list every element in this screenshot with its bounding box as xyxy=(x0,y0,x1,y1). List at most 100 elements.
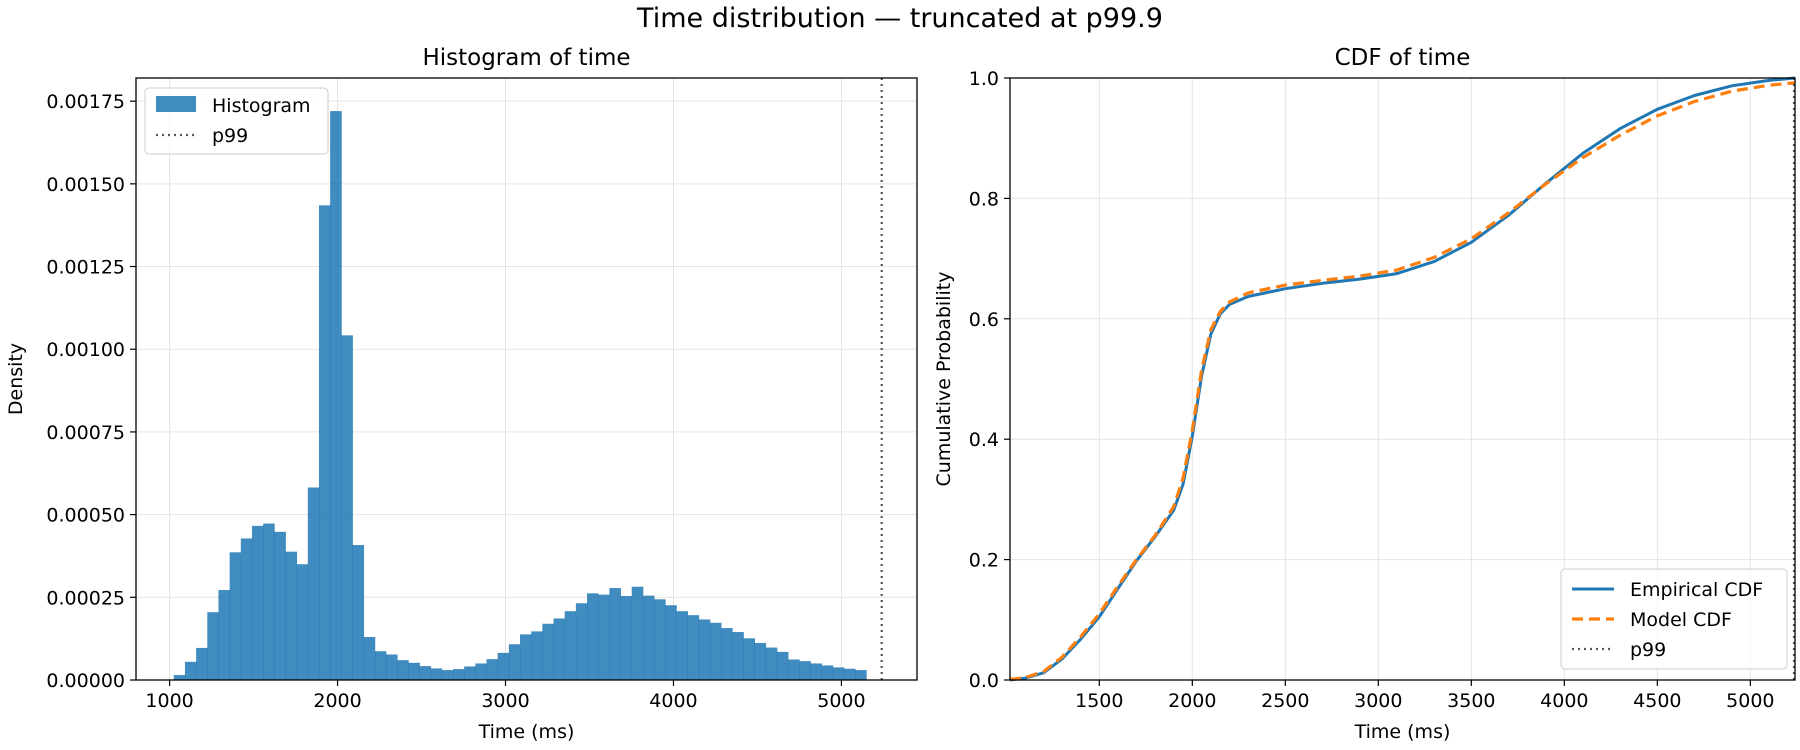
histogram-bar xyxy=(240,538,253,680)
histogram-bar xyxy=(609,588,621,680)
histogram-legend: Histogram p99 xyxy=(144,87,329,155)
model-cdf-line xyxy=(1010,81,1795,681)
histogram-bar xyxy=(821,665,834,680)
cdf-legend-label-p99: p99 xyxy=(1630,639,1666,661)
histogram-bar xyxy=(318,205,331,680)
histogram-bar xyxy=(453,669,465,680)
histogram-bar xyxy=(665,605,677,680)
histogram-y-tick-label: 0.00125 xyxy=(46,257,125,279)
histogram-bar xyxy=(810,663,823,680)
histogram-bar xyxy=(799,661,811,680)
histogram-legend-swatch xyxy=(156,96,196,112)
histogram-y-tick-label: 0.00150 xyxy=(46,174,125,196)
histogram-bar xyxy=(598,594,610,680)
cdf-panel: 1500 2000 2500 3000 3500 4000 4500 5000 0.0 0.2 0.… xyxy=(933,45,1796,743)
histogram-axes-frame xyxy=(135,77,918,681)
histogram-bar xyxy=(173,675,186,680)
histogram-bar xyxy=(419,666,432,680)
histogram-bar xyxy=(464,666,476,680)
histogram-bar xyxy=(642,595,655,680)
histogram-x-tick-label: 2000 xyxy=(313,690,361,712)
cdf-x-tick-label: 3000 xyxy=(1354,690,1402,712)
cdf-y-tick-label: 0.6 xyxy=(969,309,999,331)
histogram-bar xyxy=(397,660,409,680)
histogram-bar xyxy=(263,523,275,680)
histogram-bar xyxy=(363,637,376,680)
histogram-x-tick-label: 1000 xyxy=(145,690,193,712)
histogram-bar xyxy=(386,654,398,680)
histogram-bar xyxy=(743,638,755,680)
histogram-bar xyxy=(587,593,599,680)
histogram-bar xyxy=(553,618,566,680)
histogram-bar xyxy=(307,487,320,680)
histogram-bar xyxy=(709,622,722,680)
histogram-bar xyxy=(620,595,633,680)
cdf-y-axis-label: Cumulative Probability xyxy=(933,272,955,487)
cdf-y-tick-label: 1.0 xyxy=(969,68,999,90)
histogram-bar xyxy=(687,615,700,680)
histogram-bar xyxy=(207,612,219,680)
histogram-bar xyxy=(341,335,353,680)
histogram-y-axis-label: Density xyxy=(5,343,27,415)
histogram-bar xyxy=(296,564,309,680)
cdf-axes-frame xyxy=(1009,77,1796,681)
histogram-bar xyxy=(408,662,420,680)
histogram-bar xyxy=(676,611,688,680)
histogram-bar xyxy=(631,586,644,680)
histogram-x-tick-label: 5000 xyxy=(817,690,865,712)
histogram-bar xyxy=(196,647,208,680)
histogram-y-tick-label: 0.00050 xyxy=(46,505,125,527)
histogram-bar xyxy=(564,611,577,680)
histogram-bar xyxy=(285,551,298,680)
histogram-bar xyxy=(754,642,767,680)
histogram-bar xyxy=(475,663,487,680)
histogram-bar xyxy=(274,531,286,680)
cdf-x-tick-label: 2000 xyxy=(1168,690,1216,712)
cdf-ticks: 1500 2000 2500 3000 3500 4000 4500 5000 0.0 0.2 0.… xyxy=(969,68,1775,712)
histogram-bar xyxy=(698,619,711,680)
cdf-series xyxy=(1010,76,1795,682)
cdf-y-tick-label: 0.0 xyxy=(969,670,999,692)
histogram-bar xyxy=(654,599,666,680)
histogram-bar xyxy=(330,111,342,681)
cdf-y-tick-label: 0.2 xyxy=(969,550,999,572)
histogram-bar xyxy=(575,603,588,680)
empirical-cdf-line xyxy=(1010,76,1795,682)
histogram-y-tick-label: 0.00075 xyxy=(46,422,125,444)
histogram-bar xyxy=(765,647,778,680)
histogram-bars xyxy=(173,111,867,681)
histogram-x-tick-label: 4000 xyxy=(649,690,697,712)
cdf-x-tick-label: 4500 xyxy=(1633,690,1681,712)
histogram-y-tick-label: 0.00000 xyxy=(46,670,125,692)
cdf-legend-box xyxy=(1560,568,1788,670)
histogram-bar xyxy=(497,652,510,680)
histogram-bar xyxy=(542,623,554,680)
histogram-bar xyxy=(776,651,789,680)
histogram-bar xyxy=(441,670,454,680)
histogram-bar xyxy=(520,634,532,680)
cdf-legend: Empirical CDF Model CDF p99 xyxy=(1560,568,1788,670)
cdf-legend-label-model: Model CDF xyxy=(1630,609,1732,631)
cdf-x-tick-label: 3500 xyxy=(1447,690,1495,712)
histogram-x-axis-label: Time (ms) xyxy=(478,721,575,743)
histogram-x-tick-label: 3000 xyxy=(481,690,529,712)
histogram-bar xyxy=(508,644,521,680)
cdf-y-tick-label: 0.4 xyxy=(969,429,999,451)
cdf-x-tick-label: 5000 xyxy=(1726,690,1774,712)
histogram-bar xyxy=(788,659,800,680)
cdf-x-tick-label: 4000 xyxy=(1540,690,1588,712)
histogram-bar xyxy=(843,668,856,680)
histogram-y-tick-label: 0.00175 xyxy=(46,91,125,113)
cdf-title: CDF of time xyxy=(1335,45,1471,71)
histogram-legend-label-p99: p99 xyxy=(212,125,248,147)
histogram-bar xyxy=(721,628,733,680)
histogram-bar xyxy=(229,552,242,680)
cdf-legend-label-empirical: Empirical CDF xyxy=(1630,579,1763,601)
histogram-bar xyxy=(531,631,543,680)
histogram-legend-label-histogram: Histogram xyxy=(212,95,311,117)
histogram-bar xyxy=(855,670,867,680)
histogram-bar xyxy=(184,661,197,680)
figure-suptitle: Time distribution — truncated at p99.9 xyxy=(636,3,1163,34)
histogram-y-tick-label: 0.00025 xyxy=(46,587,125,609)
